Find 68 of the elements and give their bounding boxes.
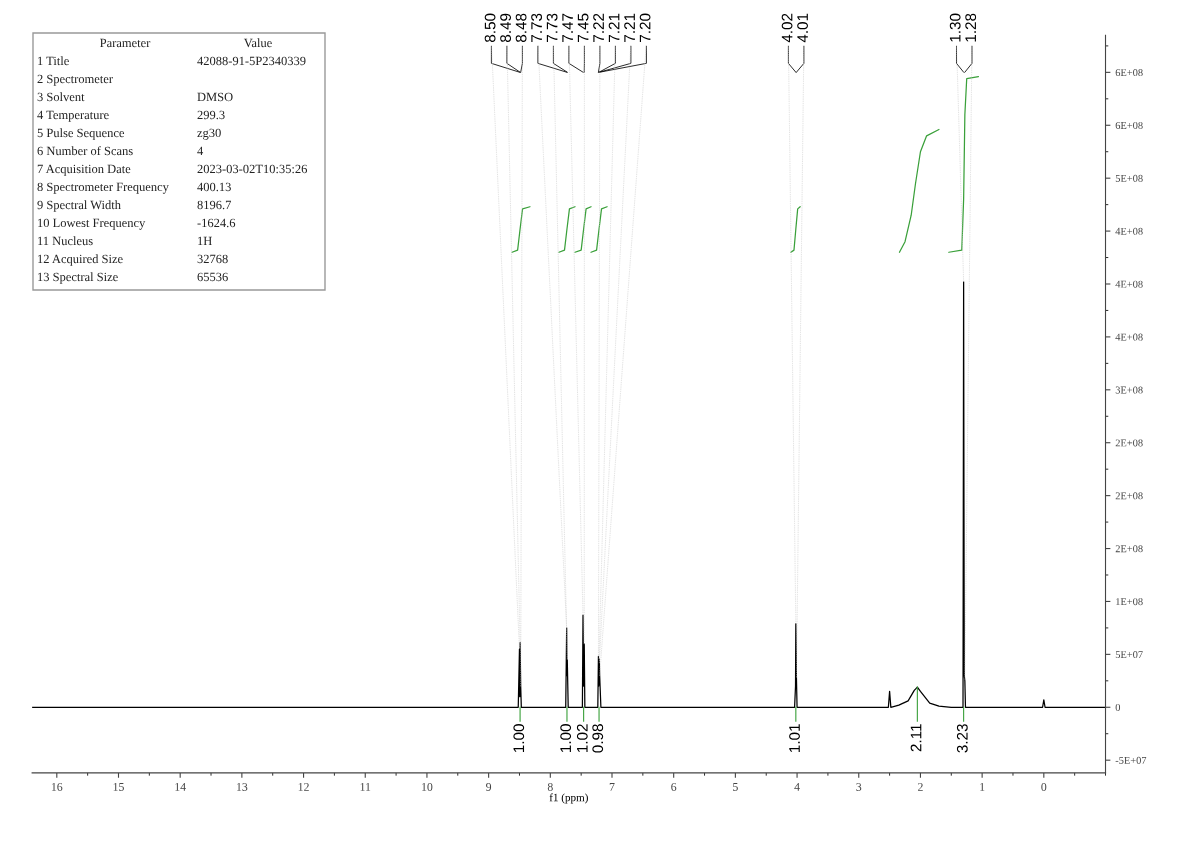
text: 3 Solvent DMSO [37,92,233,102]
y-tick-label: 6E+08 [1115,69,1143,77]
text: 11 Nucleus 1H [38,236,212,246]
y-tick-label: 4E+08 [1115,227,1143,235]
text: 10 Lowest Frequency -1624.6 [38,218,236,230]
y-tick-label: 4E+08 [1115,280,1143,288]
y-tick-label: 1E+08 [1116,598,1143,606]
x-tick-label: 3 [856,782,862,791]
x-tick-label: 14 [175,783,186,791]
x-tick-label: 8 [547,782,553,791]
annotation: 4.02 [781,13,793,43]
text: 12 Acquired Size 32768 [38,254,228,266]
y-tick-label: 2E+08 [1115,545,1143,553]
annotation: 7.73 [531,13,543,42]
x-tick-label: 7 [609,783,615,791]
x-tick-label: 1 [980,783,985,791]
annotation: 1.01 [789,724,800,753]
text: 4 Temperature 299.3 [37,110,225,122]
annotation: 1.00 [560,724,572,753]
text: 13 Spectral Size 65536 [38,272,228,284]
annotation: 7.22 [593,13,604,42]
annotation: 7.20 [639,13,651,42]
y-tick-label: -5E+07 [1115,756,1147,764]
annotation: 2 Spectrometer [37,74,113,86]
y-tick-label: 2E+08 [1115,492,1143,500]
annotation: 4.01 [797,13,808,43]
y-tick-label: 6E+08 [1115,121,1143,129]
x-tick-label: 9 [486,782,492,791]
y-tick-label: 4E+08 [1115,333,1143,341]
text: 5 Pulse Sequence zg30 [37,128,221,140]
x-tick-label: 13 [237,782,248,791]
text: 8 Spectrometer Frequency 400.13 [37,182,231,194]
annotation: 7.21 [608,13,620,42]
y-tick-label: 5E+07 [1115,651,1143,659]
x-tick-label: 15 [113,783,124,791]
annotation: 0.98 [592,724,604,753]
x-tick-label: 2 [918,782,923,791]
x-tick-label: 10 [422,782,433,791]
annotation: 7.47 [562,13,573,42]
x-tick-label: 16 [51,782,63,791]
annotation: 1.30 [949,13,961,42]
annotation: 7.73 [546,13,558,42]
annotation: 1.28 [965,13,977,42]
annotation: 1.02 [576,724,588,753]
text: 6 Number of Scans 4 [37,146,204,156]
y-tick-label: 3E+08 [1115,386,1143,394]
annotation: 8.49 [500,13,512,43]
x-tick-label: 11 [360,783,371,791]
x-tick-label: 12 [298,782,309,791]
text: 7 Acquisition Date 2023-03-02T10:35:26 [37,164,308,176]
x-tick-label: 0 [1041,782,1047,791]
annotation: 7.21 [624,13,635,42]
annotation: 8.50 [484,13,496,43]
y-tick-label: 2E+08 [1115,439,1143,447]
annotation: 1.00 [513,724,525,753]
text: 1 Title 42088-91-5P2340339 [38,56,306,66]
annotation: 2.11 [910,724,922,752]
text: Parameter Value [100,38,272,48]
y-tick-label: 5E+08 [1115,174,1143,182]
x-tick-label: 4 [794,783,800,791]
y-tick-label: 0 [1115,703,1121,711]
annotation: 3.23 [956,724,968,753]
x-axis-title: f1 (ppm) [549,793,588,804]
annotation: 7.45 [577,13,589,42]
x-tick-label: 5 [733,783,738,791]
text: 9 Spectral Width 8196.7 [37,200,232,212]
annotation: 8.48 [515,13,527,43]
x-tick-label: 6 [671,782,677,791]
